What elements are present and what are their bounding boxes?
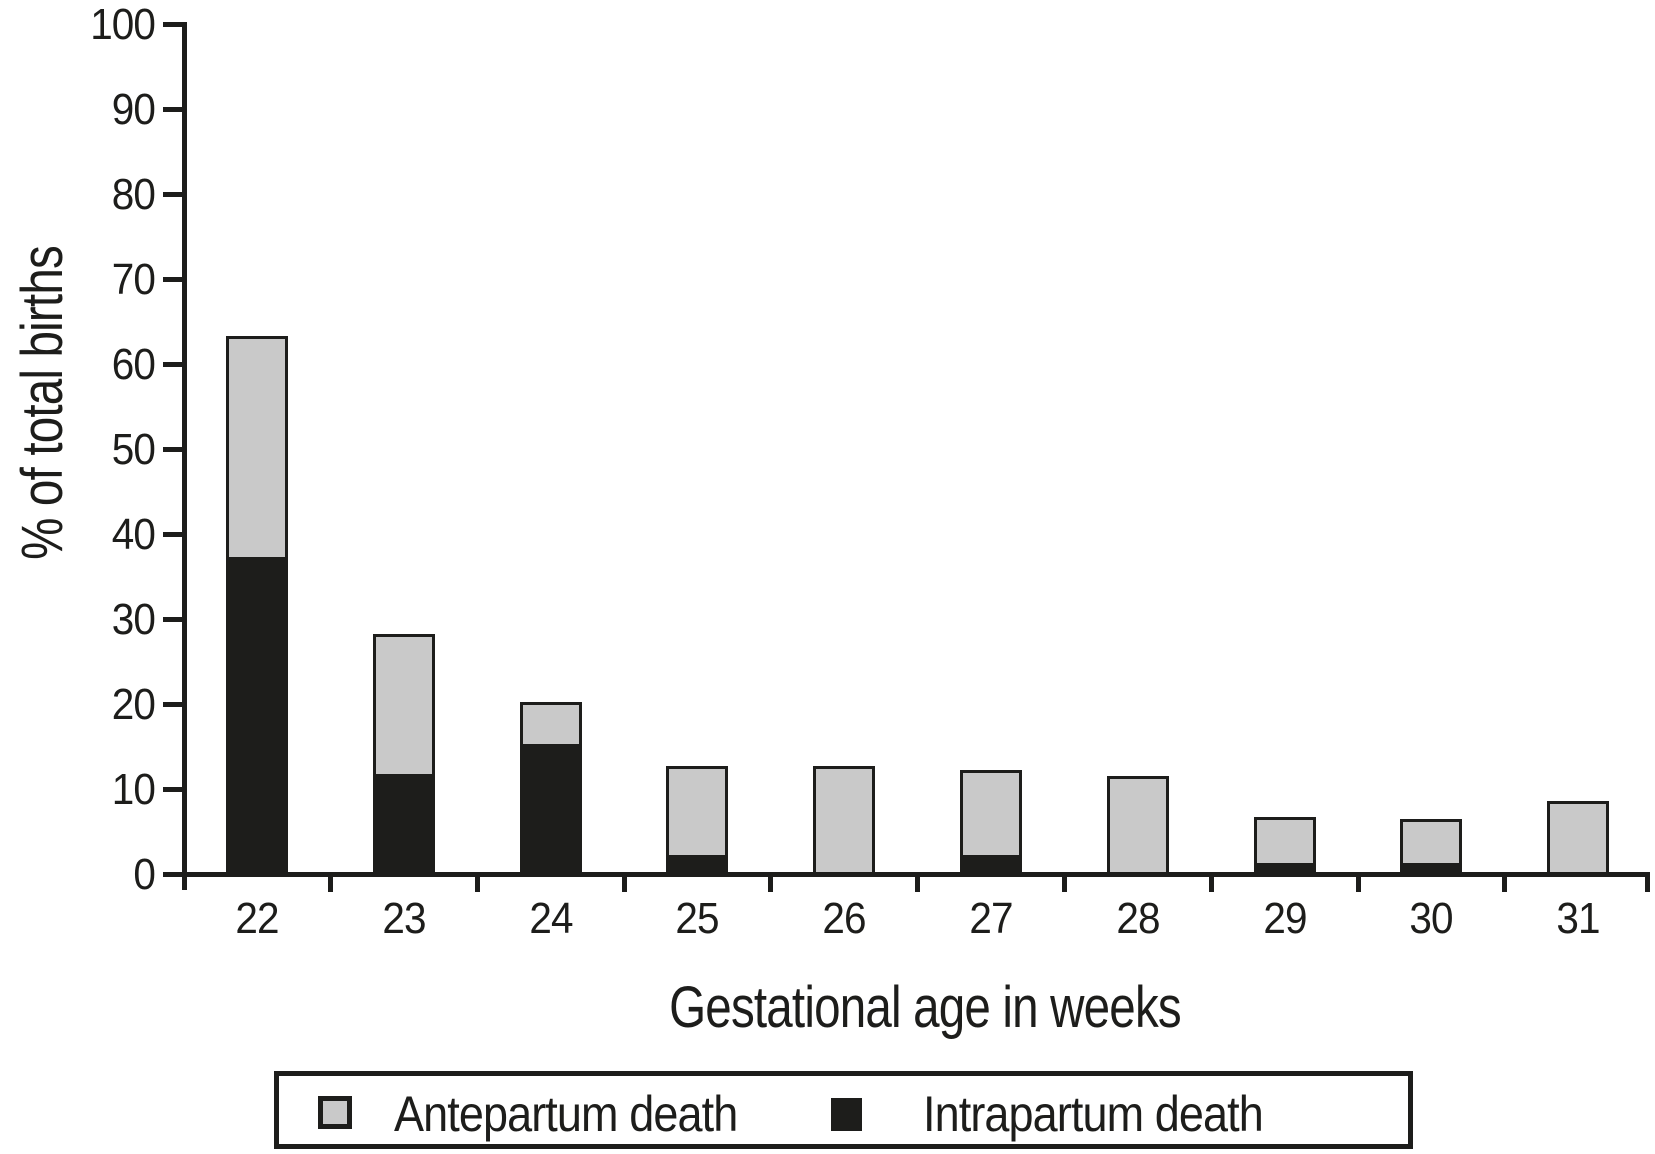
y-tick-label: 70 (111, 255, 156, 304)
x-tick (622, 872, 627, 892)
x-tick-label: 25 (675, 894, 719, 943)
y-tick-label: 20 (111, 680, 156, 729)
x-axis-title: Gestational age in weeks (669, 975, 1182, 1040)
y-tick (163, 447, 183, 452)
intrapartum-legend-label: Intrapartum death (923, 1086, 1264, 1142)
y-axis-line (182, 22, 187, 890)
y-tick-label: 0 (133, 850, 156, 899)
intrapartum-segment (669, 855, 725, 872)
y-tick (163, 277, 183, 282)
bar-week-26 (813, 766, 875, 872)
y-tick (163, 362, 183, 367)
y-tick (163, 22, 183, 27)
bar-week-29 (1254, 817, 1316, 872)
intrapartum-segment (376, 774, 432, 872)
intrapartum-segment (963, 855, 1019, 872)
antepartum-legend-swatch (318, 1096, 352, 1129)
x-tick (1209, 872, 1214, 892)
x-tick (915, 872, 920, 892)
x-tick-label: 23 (382, 894, 426, 943)
x-tick-label: 30 (1409, 894, 1453, 943)
x-tick-label: 31 (1556, 894, 1600, 943)
intrapartum-segment (523, 744, 579, 872)
bar-week-22 (226, 336, 288, 872)
intrapartum-legend-swatch (831, 1098, 862, 1131)
x-tick-label: 27 (969, 894, 1013, 943)
x-tick (1502, 872, 1507, 892)
y-tick-label: 40 (111, 510, 156, 559)
x-tick (1062, 872, 1067, 892)
y-tick (163, 107, 183, 112)
x-tick-label: 22 (235, 894, 279, 943)
intrapartum-segment (1257, 863, 1313, 872)
y-tick-label: 30 (111, 595, 156, 644)
bar-week-30 (1400, 819, 1462, 872)
y-tick-label: 10 (111, 765, 156, 814)
bar-week-28 (1107, 776, 1169, 872)
bar-week-27 (960, 770, 1022, 872)
y-tick-label: 90 (111, 85, 156, 134)
intrapartum-segment (1403, 863, 1459, 872)
bar-week-23 (373, 634, 435, 872)
y-axis-title: % of total births (10, 246, 75, 560)
x-tick (768, 872, 773, 892)
x-tick (328, 872, 333, 892)
y-tick-label: 50 (111, 425, 156, 474)
x-tick (475, 872, 480, 892)
bar-week-31 (1547, 801, 1609, 872)
x-tick-label: 29 (1263, 894, 1307, 943)
intrapartum-segment (229, 557, 285, 872)
y-tick (163, 532, 183, 537)
antepartum-legend-label: Antepartum death (394, 1086, 738, 1142)
x-tick (1645, 872, 1650, 892)
x-tick-label: 26 (822, 894, 866, 943)
x-tick (1356, 872, 1361, 892)
x-tick-label: 28 (1116, 894, 1160, 943)
y-tick (163, 702, 183, 707)
y-tick (163, 872, 183, 877)
y-tick-label: 80 (111, 170, 156, 219)
bar-week-25 (666, 766, 728, 872)
y-tick (163, 192, 183, 197)
y-tick (163, 617, 183, 622)
y-tick-label: 60 (111, 340, 156, 389)
y-tick-label: 100 (90, 0, 156, 49)
bar-week-24 (520, 702, 582, 872)
x-tick-label: 24 (529, 894, 573, 943)
y-tick (163, 787, 183, 792)
